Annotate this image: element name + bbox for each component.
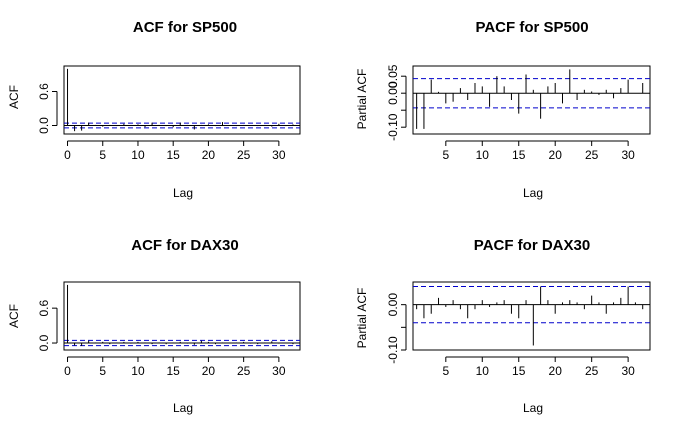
x-tick-label: 20 (549, 364, 563, 378)
panel-pacf-sp500: PACF for SP500 Lag Partial ACF 5 10 15 20 25… (355, 19, 651, 200)
y-tick-label: 0.0 (37, 117, 51, 134)
y-axis-label: ACF (7, 85, 21, 109)
x-tick-label: 5 (442, 148, 449, 162)
x-tick-label: 15 (512, 364, 526, 378)
panel-acf-sp500: ACF for SP500 Lag ACF 0 5 10 15 20 25 30 0.0 0.6 (7, 19, 301, 200)
x-tick-label: 20 (202, 364, 216, 378)
y-axis-label: Partial ACF (355, 69, 369, 130)
plot-frame (63, 65, 301, 135)
x-axis-label: Lag (173, 186, 193, 200)
plot-area: 5 10 15 20 25 30 -0.10 0.00 (386, 281, 651, 378)
x-tick-label: 15 (167, 148, 181, 162)
y-tick-label: 0.0 (37, 334, 51, 351)
x-tick-label: 0 (64, 364, 71, 378)
y-tick-label: -0.10 (386, 113, 400, 141)
x-tick-label: 10 (131, 364, 145, 378)
x-tick-label: 25 (237, 364, 251, 378)
panel-acf-dax30: ACF for DAX30 Lag ACF 0 5 10 15 20 25 30 0.0 0.6 (7, 237, 301, 415)
y-tick-label: 0.05 (386, 64, 400, 88)
chart-title: PACF for SP500 (475, 19, 588, 36)
x-axis-label: Lag (523, 401, 543, 415)
x-tick-label: 10 (476, 364, 490, 378)
x-tick-label: 30 (272, 148, 286, 162)
x-tick-label: 5 (99, 148, 106, 162)
y-axis-label: Partial ACF (355, 288, 369, 349)
y-axis-label: ACF (7, 304, 21, 328)
x-axis-label: Lag (173, 401, 193, 415)
y-tick-label: 0.00 (386, 81, 400, 105)
chart-title: PACF for DAX30 (474, 237, 590, 254)
plot-area: 5 10 15 20 25 30 -0.10 0.000.05 (386, 64, 651, 162)
x-tick-label: 20 (549, 148, 563, 162)
x-tick-label: 10 (131, 148, 145, 162)
x-tick-label: 15 (512, 148, 526, 162)
plot-frame (63, 281, 301, 351)
x-tick-label: 25 (237, 148, 251, 162)
panel-pacf-dax30: PACF for DAX30 Lag Partial ACF 5 10 15 20 25… (355, 237, 651, 415)
x-tick-label: 30 (272, 364, 286, 378)
plot-area: 0 5 10 15 20 25 30 0.0 0.6 (37, 281, 301, 378)
x-tick-label: 15 (167, 364, 181, 378)
y-tick-label: 0.6 (37, 299, 51, 316)
y-tick-label: 0.00 (386, 293, 400, 317)
plot-area: 0 5 10 15 20 25 30 0.0 0.6 (37, 65, 301, 162)
x-tick-label: 10 (476, 148, 490, 162)
chart-title: ACF for DAX30 (131, 237, 239, 254)
x-tick-label: 5 (442, 364, 449, 378)
x-tick-label: 5 (99, 364, 106, 378)
x-tick-label: 25 (585, 148, 599, 162)
plot-frame (412, 281, 651, 351)
x-tick-label: 30 (621, 364, 635, 378)
x-axis-label: Lag (523, 186, 543, 200)
y-tick-label: -0.10 (386, 336, 400, 364)
x-tick-label: 20 (202, 148, 216, 162)
plot-frame (412, 65, 651, 135)
chart-title: ACF for SP500 (133, 19, 237, 36)
x-tick-label: 0 (64, 148, 71, 162)
y-tick-label: 0.6 (37, 83, 51, 100)
x-tick-label: 25 (585, 364, 599, 378)
x-tick-label: 30 (621, 148, 635, 162)
